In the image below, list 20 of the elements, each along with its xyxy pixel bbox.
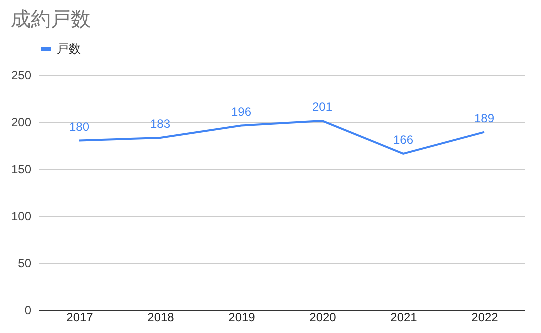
y-tick-label: 250	[11, 68, 32, 82]
x-tick-label: 2019	[228, 310, 256, 324]
x-tick-label: 2017	[66, 310, 94, 324]
data-label: 196	[231, 104, 252, 119]
y-tick-label: 50	[18, 256, 32, 270]
x-tick-label: 2020	[310, 310, 337, 324]
y-tick-label: 100	[11, 210, 32, 224]
data-label: 189	[474, 111, 495, 126]
y-tick-label: 200	[11, 116, 32, 130]
data-label: 166	[393, 132, 414, 147]
y-tick-label: 150	[11, 162, 32, 176]
data-label: 180	[69, 120, 90, 134]
legend-label: 戸数	[57, 42, 81, 56]
x-tick-label: 2022	[472, 310, 499, 324]
y-tick-label: 0	[24, 304, 32, 318]
x-tick-label: 2018	[148, 310, 175, 324]
x-tick-label: 2021	[390, 310, 418, 324]
data-label: 183	[150, 116, 171, 131]
data-label: 201	[312, 100, 333, 114]
chart-title: 成約戸数	[10, 9, 91, 31]
